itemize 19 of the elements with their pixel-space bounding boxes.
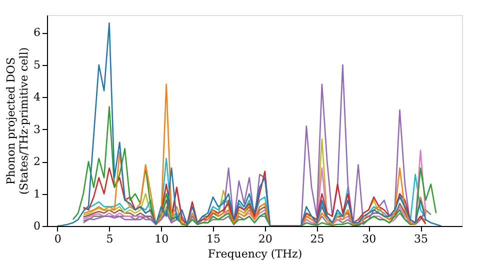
- y-tick-label: 3: [34, 122, 40, 136]
- y-tick-label: 6: [34, 26, 40, 40]
- y-tick-label: 2: [34, 155, 40, 168]
- y-tick-label: 4: [34, 90, 40, 104]
- x-tick-label: 0: [54, 232, 62, 246]
- x-tick-label: 20: [258, 232, 272, 246]
- x-tick-label: 30: [362, 232, 376, 246]
- x-tick-label: 25: [310, 232, 324, 246]
- x-axis-title: Frequency (THz): [208, 248, 302, 260]
- x-tick-label: 15: [206, 232, 220, 246]
- line-series: [72, 106, 437, 226]
- y-tick-label: 0: [34, 220, 40, 232]
- y-tick-label: 5: [34, 58, 40, 72]
- x-tick-label: 35: [414, 232, 428, 246]
- line-series: [56, 22, 442, 226]
- x-tick-label: 5: [106, 232, 114, 246]
- x-tick-label: 10: [154, 232, 169, 246]
- y-tick-label: 1: [34, 187, 40, 200]
- y-axis-title: Phonon projected DOS (States/THz·primitive cell): [4, 47, 30, 195]
